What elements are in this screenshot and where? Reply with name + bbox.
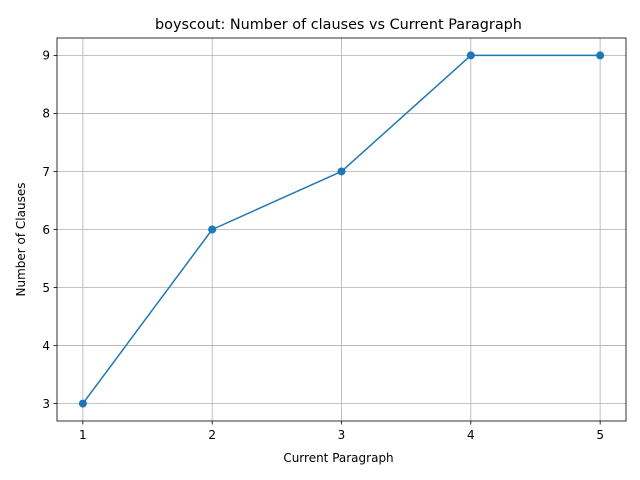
- y-tick-label: 6: [42, 223, 50, 237]
- y-tick-label: 7: [42, 165, 50, 179]
- data-point: [596, 51, 605, 60]
- data-point: [337, 167, 346, 176]
- y-tick-label: 4: [42, 339, 50, 353]
- data-point: [208, 225, 217, 234]
- y-axis-label: Number of Clauses: [14, 183, 28, 297]
- grid-lines: [57, 38, 626, 421]
- chart-title: boyscout: Number of clauses vs Current P…: [155, 17, 522, 33]
- series-layer: [78, 51, 605, 408]
- y-tick-label: 3: [42, 397, 50, 411]
- y-tick-label: 8: [42, 107, 50, 121]
- x-tick-label: 1: [79, 428, 87, 442]
- axis-ticks: 1 2 3 4 5 3 4 5 6 7 8 9: [42, 49, 604, 442]
- data-point: [466, 51, 475, 60]
- x-axis-label: Current Paragraph: [283, 451, 393, 465]
- x-tick-label: 2: [208, 428, 216, 442]
- x-tick-label: 5: [596, 428, 604, 442]
- data-point: [78, 399, 87, 408]
- x-tick-label: 3: [338, 428, 346, 442]
- y-tick-label: 5: [42, 281, 50, 295]
- y-tick-label: 9: [42, 49, 50, 63]
- x-tick-label: 4: [467, 428, 475, 442]
